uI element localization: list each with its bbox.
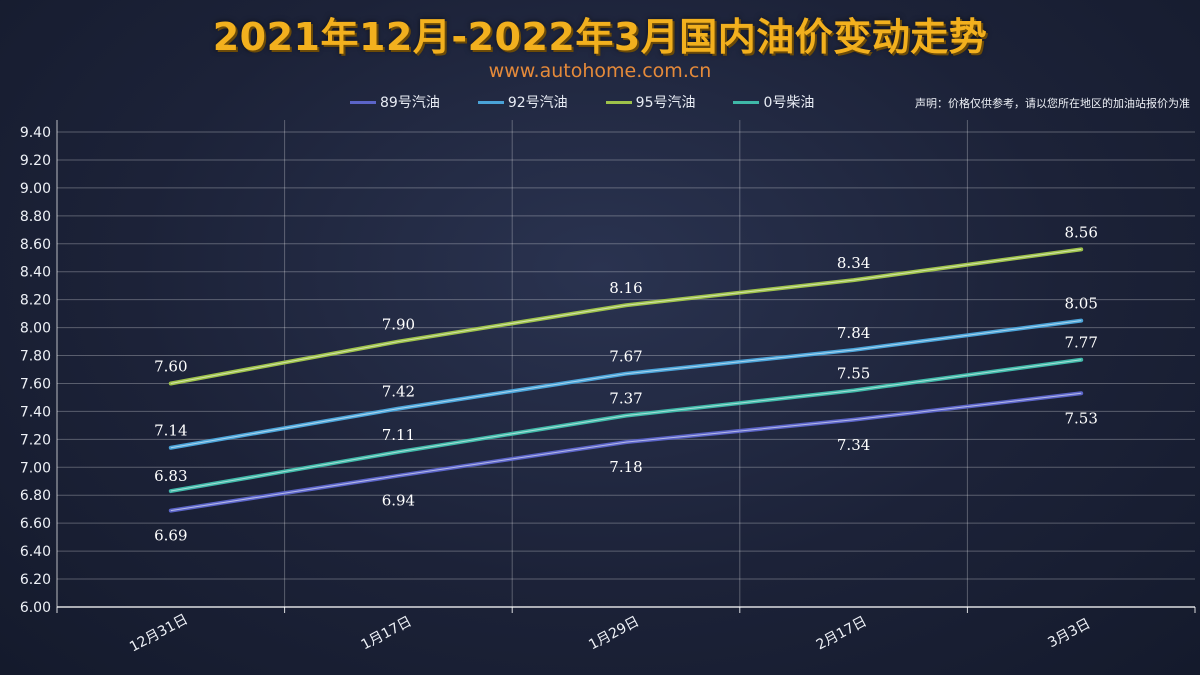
y-tick-label: 7.60 — [20, 376, 51, 392]
legend-label-diesel: 0号柴油 — [763, 95, 815, 111]
series-line-highlight — [170, 320, 1082, 449]
disclaimer-text: 声明：价格仅供参考，请以您所在地区的加油站报价为准 — [915, 97, 1190, 110]
data-label: 6.94 — [382, 492, 415, 510]
data-label: 7.34 — [837, 436, 870, 454]
x-tick-label: 2月17日 — [814, 614, 870, 654]
y-tick-label: 6.60 — [20, 516, 51, 532]
data-label: 6.69 — [154, 527, 187, 545]
legend-swatch-95 — [605, 100, 632, 104]
data-label: 7.18 — [609, 458, 642, 476]
legend-label-95: 95号汽油 — [635, 95, 696, 111]
y-tick-label: 8.20 — [20, 293, 51, 309]
legend-label-89: 89号汽油 — [380, 95, 440, 111]
y-tick-label: 9.20 — [20, 153, 51, 169]
data-label: 7.53 — [1064, 409, 1097, 427]
data-label: 7.37 — [609, 390, 642, 408]
data-label: 8.05 — [1064, 295, 1097, 313]
series-line-highlight — [170, 359, 1082, 492]
data-label: 7.14 — [154, 422, 187, 440]
series-line — [168, 391, 1084, 513]
data-label: 7.77 — [1064, 334, 1097, 352]
data-label: 7.11 — [382, 426, 415, 444]
legend: 89号汽油 92号汽油 95号汽油 0号柴油 — [350, 92, 814, 112]
y-tick-label: 9.40 — [20, 125, 51, 141]
y-tick-label: 7.40 — [20, 404, 51, 420]
y-tick-label: 7.80 — [20, 349, 51, 365]
y-tick-label: 6.40 — [20, 544, 51, 560]
legend-swatch-92 — [477, 100, 504, 104]
data-label: 8.34 — [837, 254, 870, 272]
x-tick-label: 3月3日 — [1045, 616, 1093, 652]
x-tick-label: 1月17日 — [359, 614, 415, 654]
legend-swatch-diesel — [733, 100, 760, 104]
y-tick-label: 8.40 — [20, 265, 51, 281]
y-tick-label: 7.00 — [20, 460, 51, 476]
x-tick-label: 1月29日 — [586, 614, 642, 654]
data-label: 7.60 — [154, 357, 187, 375]
series-line-highlight — [170, 248, 1082, 384]
data-label: 7.67 — [609, 348, 642, 366]
legend-item-95[interactable]: 95号汽油 — [605, 92, 696, 112]
series-line — [168, 318, 1084, 450]
y-tick-label: 7.20 — [20, 432, 51, 448]
data-label: 8.16 — [609, 279, 642, 297]
data-label: 7.42 — [382, 383, 415, 401]
y-tick-label: 8.80 — [20, 209, 51, 225]
legend-swatch-89 — [350, 100, 376, 104]
legend-item-diesel[interactable]: 0号柴油 — [733, 92, 814, 112]
y-tick-label: 6.20 — [20, 572, 51, 588]
y-tick-label: 6.80 — [20, 488, 51, 504]
y-tick-label: 6.00 — [20, 600, 51, 616]
data-label: 7.84 — [837, 324, 870, 342]
y-tick-label: 8.60 — [20, 237, 51, 253]
data-label: 7.90 — [382, 316, 415, 334]
website-url[interactable]: www.autohome.com.cn — [488, 60, 712, 82]
x-tick-label: 12月31日 — [127, 611, 191, 655]
legend-item-89[interactable]: 89号汽油 — [350, 92, 440, 112]
legend-item-92[interactable]: 92号汽油 — [477, 92, 568, 112]
data-label: 7.55 — [837, 364, 870, 382]
data-label: 6.83 — [154, 467, 187, 485]
chart-title: 2021年12月-2022年3月国内油价变动走势 — [212, 15, 988, 59]
y-tick-label: 9.00 — [20, 181, 51, 197]
y-tick-label: 8.00 — [20, 321, 51, 337]
series-line-highlight — [170, 392, 1082, 512]
legend-label-92: 92号汽油 — [507, 95, 568, 111]
data-label: 8.56 — [1064, 223, 1097, 241]
